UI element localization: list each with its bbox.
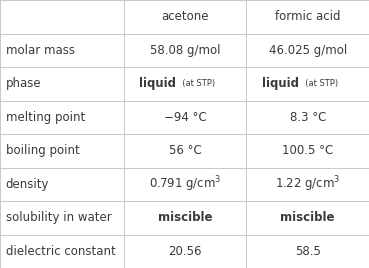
Text: (at STP): (at STP)	[177, 79, 215, 88]
Text: liquid: liquid	[139, 77, 176, 90]
Text: solubility in water: solubility in water	[6, 211, 111, 224]
Text: acetone: acetone	[161, 10, 209, 23]
Text: 56 °C: 56 °C	[169, 144, 201, 157]
Text: 1.22 g/cm$^3$: 1.22 g/cm$^3$	[275, 174, 340, 194]
Text: 0.791 g/cm$^3$: 0.791 g/cm$^3$	[149, 174, 221, 194]
Text: 100.5 °C: 100.5 °C	[282, 144, 333, 157]
Text: 20.56: 20.56	[168, 245, 202, 258]
Text: 58.08 g/mol: 58.08 g/mol	[150, 44, 220, 57]
Text: −94 °C: −94 °C	[164, 111, 206, 124]
Text: liquid: liquid	[262, 77, 299, 90]
Text: 8.3 °C: 8.3 °C	[290, 111, 326, 124]
Text: miscible: miscible	[280, 211, 335, 224]
Text: density: density	[6, 178, 49, 191]
Text: 58.5: 58.5	[295, 245, 321, 258]
Text: (at STP): (at STP)	[300, 79, 338, 88]
Text: molar mass: molar mass	[6, 44, 75, 57]
Text: phase: phase	[6, 77, 41, 90]
Text: melting point: melting point	[6, 111, 85, 124]
Text: boiling point: boiling point	[6, 144, 79, 157]
Text: 46.025 g/mol: 46.025 g/mol	[269, 44, 347, 57]
Text: formic acid: formic acid	[275, 10, 341, 23]
Text: miscible: miscible	[158, 211, 212, 224]
Text: dielectric constant: dielectric constant	[6, 245, 115, 258]
